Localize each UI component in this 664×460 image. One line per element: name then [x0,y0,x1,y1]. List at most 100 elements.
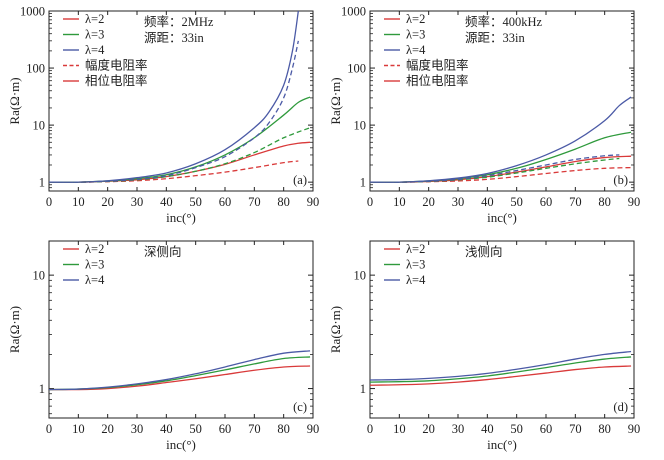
x-tick-label: 80 [598,422,611,436]
y-tick-label: 10 [354,119,367,133]
series-line-0 [49,365,311,391]
x-tick-label: 60 [219,195,232,209]
plot-frame [48,240,314,419]
x-tick-label: 90 [307,422,320,436]
x-tick-label: 40 [160,422,173,436]
x-tick-label: 60 [219,422,232,436]
y-tick-label: 10 [33,119,46,133]
series-line-0 [370,365,632,386]
x-tick-label: 10 [72,195,85,209]
x-tick-label: 30 [131,422,144,436]
legend-label: λ=2 [406,242,425,256]
legend-label: λ=3 [406,28,425,42]
series-line-5 [370,154,620,183]
x-tick-label: 10 [72,422,85,436]
x-tick-label: 50 [510,422,523,436]
y-axis-label: Ra(Ω·m) [7,306,22,353]
legend-label: λ=4 [85,273,105,287]
x-tick-label: 80 [277,195,290,209]
legend-label: 相位电阻率 [85,73,148,88]
series-line-2 [370,350,632,381]
plot-frame [48,10,314,192]
legend-label: 相位电阻率 [406,73,469,88]
x-tick-label: 90 [628,422,641,436]
x-tick-label: 50 [510,195,523,209]
x-tick-label: 20 [422,195,435,209]
panel-annotation: 源距：33in [465,31,525,45]
chart-panel-b: 0 10 20 30 40 50 60 70 80 90 1 10 100 1000 inc(°) Ra(Ω·… [328,5,640,226]
y-tick-label: 1 [39,176,45,190]
panel-label: (d) [613,400,628,414]
panel-label: (c) [293,400,307,414]
x-tick-label: 70 [248,195,261,209]
plot-frame [369,240,635,419]
y-tick-label: 1 [39,382,45,396]
series-line-1 [49,356,311,391]
legend-label: λ=2 [85,12,104,26]
y-axis-label: Ra(Ω·m) [328,306,343,353]
series-group [49,11,311,183]
legend-label: λ=2 [406,12,425,26]
chart-panel-d: 0 10 20 30 40 50 60 70 80 90 1 10 inc(°) Ra(Ω·m) λ=2 λ=… [328,240,641,452]
legend-label: λ=2 [85,242,104,256]
x-tick-label: 0 [367,422,373,436]
series-line-4 [49,127,311,183]
legend-label: 幅度电阻率 [85,58,148,73]
legend-label: λ=3 [85,28,104,42]
x-tick-label: 40 [160,195,173,209]
legend-label: λ=3 [85,258,104,272]
x-tick-label: 40 [481,422,494,436]
x-axis-label: inc(°) [487,210,517,225]
x-tick-label: 70 [248,422,261,436]
x-tick-label: 50 [189,422,202,436]
x-tick-label: 30 [452,422,465,436]
x-tick-label: 40 [481,195,494,209]
x-tick-label: 0 [46,195,52,209]
y-tick-label: 10 [354,269,367,283]
panel-annotation: 深侧向 [144,244,182,259]
x-tick-label: 80 [277,422,290,436]
x-tick-label: 20 [101,195,114,209]
panel-label: (a) [293,173,307,187]
legend-label: λ=4 [406,43,426,57]
legend-label: λ=4 [406,273,426,287]
x-tick-label: 10 [393,422,406,436]
x-tick-label: 60 [540,422,553,436]
series-line-5 [49,40,299,183]
y-tick-label: 1 [360,382,366,396]
x-tick-label: 50 [189,195,202,209]
plot-frame [369,10,635,192]
y-tick-label: 10 [33,269,46,283]
x-tick-label: 70 [569,195,582,209]
chart-panel-c: 0 10 20 30 40 50 60 70 80 90 1 10 inc(°) Ra(Ω·m) λ=2 λ=… [7,240,320,452]
series-group [370,350,632,386]
series-line-2 [49,350,311,391]
x-axis-label: inc(°) [166,437,196,452]
y-tick-label: 1 [360,176,366,190]
x-tick-label: 0 [367,195,373,209]
chart-panel-a: 0 10 20 30 40 50 60 70 80 90 1 10 100 1000 inc(°) Ra(Ω·… [7,5,319,226]
panel-annotation: 浅侧向 [465,244,503,259]
x-tick-label: 60 [540,195,553,209]
panel-annotation: 频率：2MHz [144,14,214,29]
x-tick-label: 80 [598,195,611,209]
y-axis-label: Ra(Ω·m) [328,77,343,124]
series-line-2 [370,96,632,183]
y-tick-label: 1000 [341,5,366,19]
y-tick-label: 100 [347,62,366,76]
panel-annotation: 源距：33in [144,31,204,45]
x-tick-label: 20 [101,422,114,436]
y-axis-label: Ra(Ω·m) [7,77,22,124]
series-group [49,350,311,391]
x-axis-label: inc(°) [166,210,196,225]
panel-label: (b) [613,173,628,187]
y-tick-label: 1000 [20,5,45,19]
legend-label: λ=4 [85,43,105,57]
x-tick-label: 90 [307,195,320,209]
x-tick-label: 30 [452,195,465,209]
series-group [370,96,632,183]
x-tick-label: 10 [393,195,406,209]
x-axis-label: inc(°) [487,437,517,452]
legend-label: λ=3 [406,258,425,272]
